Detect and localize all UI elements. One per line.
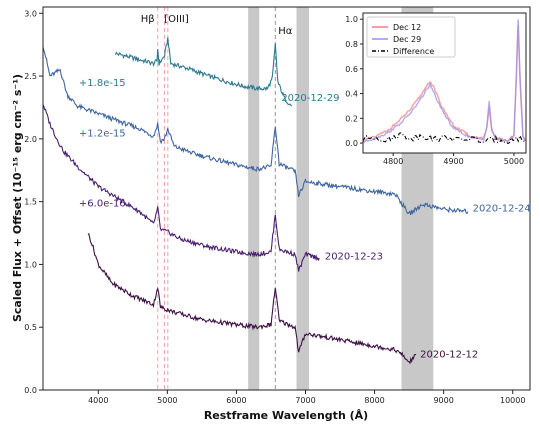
- inset-legend-label-1: Dec 29: [393, 35, 421, 44]
- offset-label-2020-12-29: +1.8e-15: [79, 78, 126, 89]
- series-label-2020-12-24: 2020-12-24: [473, 204, 531, 215]
- x-tick-label-5: 9000: [433, 396, 453, 405]
- emission-line-labels: Hβ [OIII] Hα: [141, 14, 293, 37]
- offset-label-2020-12-23: +6.0e-16: [79, 199, 126, 210]
- x-tick-label-4: 8000: [364, 396, 384, 405]
- inset-y-tick-label-5: 1.0: [345, 15, 358, 24]
- inset-y-tick-label-3: 0.6: [345, 65, 358, 74]
- line-marker-label-0: Hβ: [141, 14, 155, 25]
- inset-x-ticks: 4800 4900 5000: [383, 153, 524, 166]
- inset-series: [363, 19, 526, 145]
- x-tick-label-1: 5000: [157, 396, 177, 405]
- inset-x-tick-label-1: 4900: [443, 157, 463, 166]
- inset-legend: Dec 12 Dec 29 Difference: [366, 16, 456, 58]
- inset-y-tick-label-1: 0.2: [345, 114, 358, 123]
- y-tick-label-0: 0.0: [24, 386, 37, 395]
- x-tick-label-6: 10000: [500, 396, 525, 405]
- inset-x-tick-label-2: 5000: [504, 157, 524, 166]
- inset-line-Dec 29: [363, 19, 526, 143]
- y-tick-label-1: 0.5: [24, 323, 37, 332]
- inset-legend-label-0: Dec 12: [393, 23, 421, 32]
- main-plot-frame: [42, 6, 531, 391]
- y-tick-label-5: 2.5: [24, 72, 37, 81]
- telluric-band-1: [296, 7, 309, 390]
- series-line-2020-12-29: [114, 37, 293, 107]
- series-line-2020-12-23: [43, 104, 320, 272]
- inset-x-tick-label-0: 4800: [383, 157, 403, 166]
- inset-legend-label-2: Difference: [393, 47, 434, 56]
- series-label-2020-12-29: 2020-12-29: [281, 93, 339, 104]
- inset-frame: [362, 12, 527, 154]
- series-label-2020-12-23: 2020-12-23: [325, 251, 383, 262]
- inset-y-tick-label-0: 0.0: [345, 139, 358, 148]
- y-tick-label-3: 1.5: [24, 198, 37, 207]
- emission-line-markers: [157, 7, 276, 390]
- series-label-2020-12-12: 2020-12-12: [420, 349, 478, 360]
- x-axis-label: Restframe Wavelength (Å): [204, 409, 368, 422]
- series-line-2020-12-24: [43, 46, 469, 216]
- offset-label-2020-12-24: +1.2e-15: [79, 128, 126, 139]
- telluric-band-0: [248, 7, 260, 390]
- inset-line-Difference: [363, 132, 526, 145]
- inset-y-tick-label-4: 0.8: [345, 40, 358, 49]
- spectra-series: [43, 37, 469, 365]
- y-tick-label-6: 3.0: [24, 9, 37, 18]
- line-marker-label-1: [OIII]: [164, 14, 189, 25]
- inset-y-tick-label-2: 0.4: [345, 90, 358, 99]
- series-line-2020-12-12: [87, 232, 417, 365]
- y-tick-label-4: 2.0: [24, 135, 37, 144]
- x-tick-label-0: 4000: [88, 396, 108, 405]
- x-tick-label-2: 6000: [226, 396, 246, 405]
- x-tick-label-3: 7000: [295, 396, 315, 405]
- line-marker-label-3: Hα: [278, 26, 293, 37]
- main-x-ticks: 4000 5000 6000 7000 8000 9000 10000: [88, 390, 525, 405]
- spectra-labels: 2020-12-29 +1.8e-15 2020-12-24 +1.2e-15 2020…: [79, 78, 531, 360]
- inset-y-ticks: 0.0 0.2 0.4 0.6 0.8 1.0: [345, 15, 363, 148]
- main-y-ticks: 0.0 0.5 1.0 1.5 2.0 2.5 3.0: [24, 9, 43, 395]
- inset-plot: 4800 4900 5000 0.00.20.40.60.81.0 Dec 12De…: [345, 12, 527, 166]
- y-axis-label: Scaled Flux + Offset (10⁻¹⁵ erg cm⁻² s⁻¹…: [11, 74, 24, 322]
- inset-legend-box: [366, 16, 456, 58]
- y-tick-label-2: 1.0: [24, 260, 37, 269]
